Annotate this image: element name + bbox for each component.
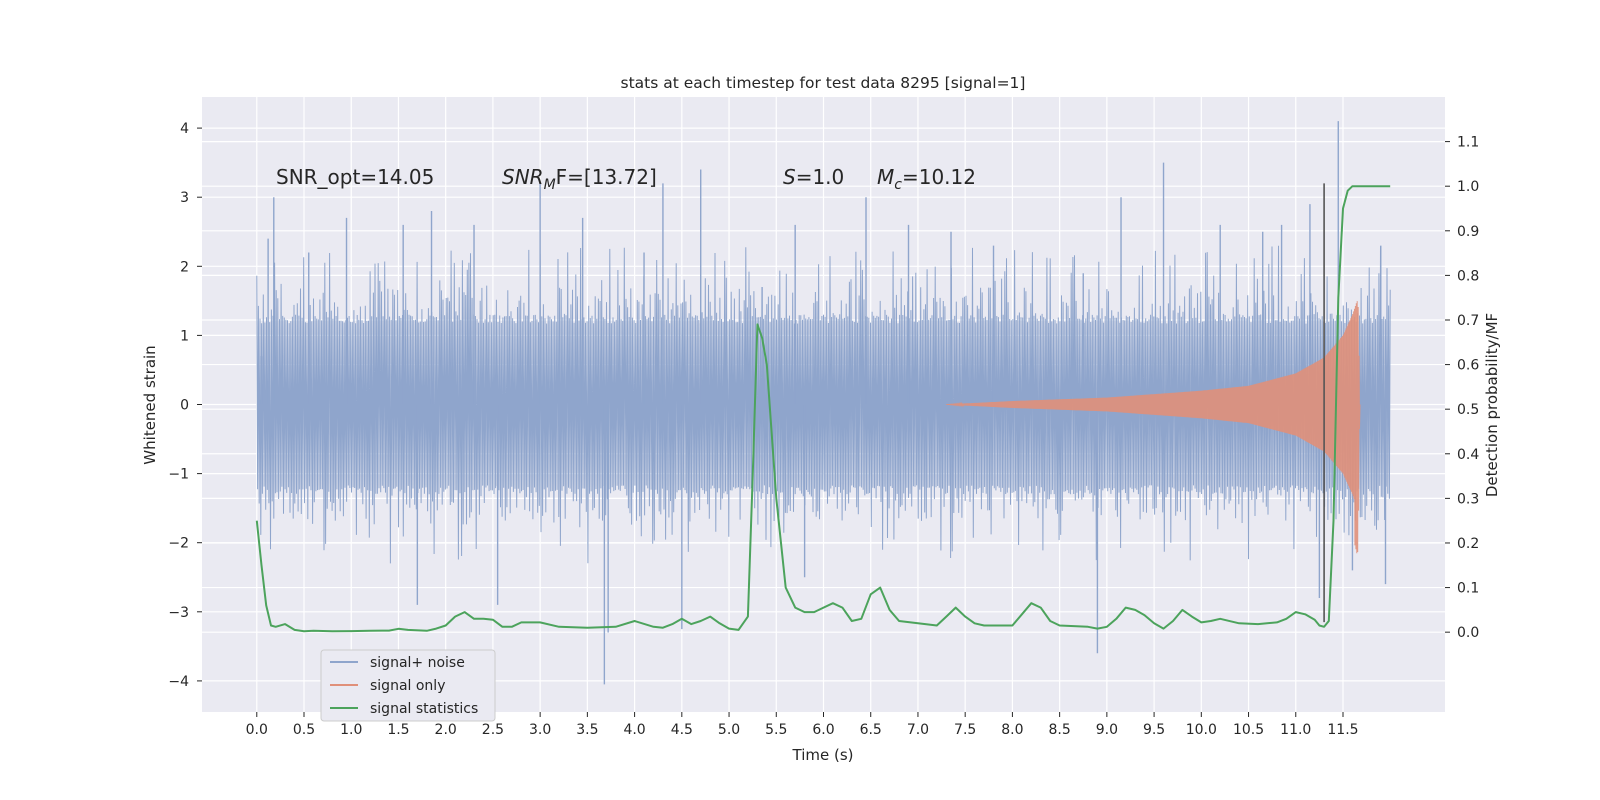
y2-axis-label: Detection probability/MF [1483,313,1501,497]
x-tick-label: 2.5 [482,722,504,738]
legend-label-noise: signal+ noise [370,655,465,671]
x-tick-label: 2.0 [435,722,457,738]
y2-tick-label: 0.6 [1457,358,1479,374]
y-tick-label: 1 [180,328,189,344]
y-tick-label: −1 [168,467,189,483]
x-tick-label: 1.5 [387,722,409,738]
signal-statistics-line [255,185,1391,633]
annotation-s: S=1.0 [783,165,844,189]
x-tick-label: 4.0 [623,722,645,738]
legend-box [320,649,496,722]
y2-tick-label: 0.4 [1457,447,1479,463]
y2-tick-label: 1.0 [1457,179,1479,195]
signal-only-series [946,301,1361,554]
y2-tick-label: 0.0 [1457,625,1479,641]
x-tick-label: 10.0 [1186,722,1217,738]
annotation-s-rest: =1.0 [796,165,845,189]
annotation-mc-sub: c [894,177,902,193]
x-tick-label: 11.5 [1327,722,1358,738]
x-tick-label: 1.0 [340,722,362,738]
y2-ticks: 1.1 1.0 0.9 0.8 0.7 0.6 0.5 0.4 0.3 0.2 0.1 0.0 [1445,135,1479,641]
annotation-mc-rest: =10.12 [902,165,976,189]
y2-tick-label: 1.1 [1457,135,1479,151]
x-tick-label: 8.0 [1001,722,1023,738]
signal-statistics-series [255,185,1391,633]
y2-tick-label: 0.8 [1457,268,1479,284]
y-ticks: 4 3 2 1 0 −1 −2 −3 −4 [168,121,202,690]
legend-label-signal-only: signal only [370,678,445,694]
y2-tick-label: 0.3 [1457,491,1479,507]
y-tick-label: 0 [180,398,189,414]
y-axis-label: Whitened strain [141,345,159,464]
y-tick-label: 2 [180,259,189,275]
annotation-snr-opt: SNR_opt=14.05 [276,165,434,189]
annotation-mc-base: M [877,165,894,189]
x-tick-label: 6.5 [860,722,882,738]
x-tick-label: 5.5 [765,722,787,738]
chart-title: stats at each timestep for test data 829… [621,74,1026,92]
x-tick-label: 4.5 [671,722,693,738]
y2-tick-label: 0.9 [1457,224,1479,240]
y-tick-label: 4 [180,121,189,137]
y2-tick-label: 0.1 [1457,581,1479,597]
x-tick-label: 10.5 [1233,722,1264,738]
x-tick-label: 8.5 [1048,722,1070,738]
x-tick-label: 7.5 [954,722,976,738]
x-tick-label: 0.0 [246,722,268,738]
noise-trace [256,245,1391,564]
x-tick-label: 0.5 [293,722,315,738]
y-tick-label: −2 [168,536,189,552]
x-tick-label: 5.0 [718,722,740,738]
annotation-snr-mf: SNRMF=[13.72] [502,165,657,193]
annotation-snr-mf-base: SNR [502,165,544,189]
x-tick-label: 9.0 [1096,722,1118,738]
x-tick-label: 11.0 [1280,722,1311,738]
legend: signal+ noise signal only signal statist… [320,649,496,722]
y-tick-label: −3 [168,605,189,621]
x-ticks: 0.0 0.5 1.0 1.5 2.0 2.5 3.0 3.5 4.0 4.5 5.0 5.5 6.0 6… [246,712,1359,738]
annotation-s-base: S [783,165,796,189]
x-tick-label: 6.0 [812,722,834,738]
y-tick-label: 3 [180,190,189,206]
x-tick-label: 9.5 [1143,722,1165,738]
legend-label-statistics: signal statistics [370,701,478,717]
x-tick-label: 3.5 [576,722,598,738]
annotation-snr-mf-sub: M [544,177,556,193]
signal-only-trace [946,301,1361,554]
annotation-mc: Mc=10.12 [877,165,976,193]
x-tick-label: 3.0 [529,722,551,738]
x-tick-label: 7.0 [907,722,929,738]
y2-tick-label: 0.2 [1457,536,1479,552]
y2-tick-label: 0.5 [1457,402,1479,418]
annotation-snr-mf-rest: F=[13.72] [556,165,657,189]
y2-tick-label: 0.7 [1457,313,1479,329]
x-axis-label: Time (s) [792,746,854,764]
y-tick-label: −4 [168,674,189,690]
